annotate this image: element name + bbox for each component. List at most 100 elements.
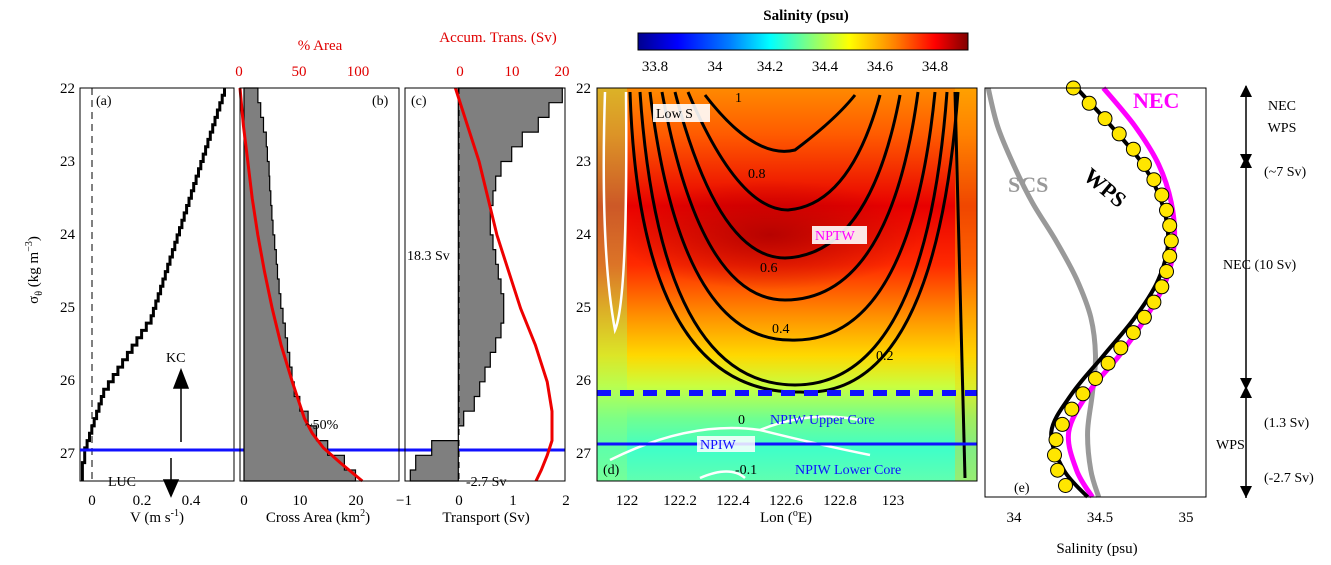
contour-label: 1 (735, 91, 742, 106)
panel-d-frame (596, 87, 978, 482)
contour-line (686, 91, 882, 212)
transport-label: (-2.7 Sv) (1264, 471, 1314, 486)
top-tick-label: 10 (505, 64, 520, 80)
contour-line (759, 415, 861, 432)
salinity-marker (1075, 386, 1091, 402)
accum-transport-line (453, 87, 554, 482)
panel-label: (a) (96, 94, 112, 109)
region-label: WPS (1268, 121, 1297, 136)
y-axis: 22 23 24 25 26 27 σθ (kg m−3) (24, 81, 76, 462)
panel-e-frame (984, 87, 1207, 498)
x-tick-label: 0 (455, 493, 463, 509)
colorbar-gradient (637, 32, 969, 51)
percent-area-line (238, 87, 364, 483)
x-tick-label: 122 (616, 493, 639, 509)
low-s-label: Low S (656, 107, 693, 122)
salinity-marker (1136, 309, 1152, 325)
colorbar-tick-label: 34.2 (757, 59, 783, 75)
panel-b: (b) ~50% 0 10 20 0 50 100 % Area Cross A… (235, 38, 400, 526)
salinity-marker (1125, 141, 1141, 157)
salinity-marker (1088, 371, 1103, 386)
arrow-head (1240, 378, 1252, 390)
colorbar-tick-label: 33.8 (642, 59, 668, 75)
nptw-box (812, 226, 867, 244)
x-tick-label: 122.8 (823, 493, 857, 509)
colorbar: Salinity (psu) 33.8 34 34.2 34.4 34.6 34… (637, 8, 969, 75)
x-tick-label: 35 (1179, 510, 1194, 526)
salinity-marker (1100, 355, 1116, 371)
region-label: NEC (1268, 99, 1296, 114)
panel-label: (d) (603, 463, 620, 478)
y-tick-label: 27 (60, 446, 76, 462)
contour-line (648, 91, 937, 342)
x-tick-label: 20 (349, 493, 364, 509)
y-tick-label: 25 (576, 300, 591, 316)
transport-label: (1.3 Sv) (1264, 416, 1309, 431)
panel-c-frame (404, 87, 566, 482)
arrow-head (1240, 486, 1252, 498)
velocity-stairs-line (80, 88, 226, 481)
y-tick-label: 22 (60, 81, 75, 97)
colorbar-tick-label: 34.8 (922, 59, 948, 75)
luc-transport-label: -2.7 Sv (466, 475, 506, 490)
luc-label: LUC (108, 475, 136, 490)
wps-curve-label: WPS (1079, 163, 1132, 213)
colorbar-title: Salinity (psu) (763, 8, 848, 24)
marker-group (1047, 80, 1179, 493)
salinity-marker (1048, 432, 1064, 448)
salinity-marker (1054, 416, 1070, 432)
y-tick-label: 24 (60, 227, 76, 243)
arrow-head (1240, 386, 1252, 398)
upper-core-label: NPIW Upper Core (770, 413, 875, 428)
salinity-marker (1154, 279, 1170, 295)
top-tick-label: 100 (347, 64, 370, 80)
luc-arrow (162, 458, 180, 498)
x-tick-label: −1 (396, 493, 412, 509)
region-label: NEC (10 Sv) (1223, 258, 1296, 273)
x-axis-title: Lon (oE) (760, 508, 812, 526)
contour-line (699, 470, 746, 480)
y-tick-label: 25 (60, 300, 75, 316)
arrow-head (1240, 156, 1252, 168)
y-tick-label: 23 (576, 154, 591, 170)
y-tick-label: 27 (576, 446, 592, 462)
salinity-marker (1162, 248, 1178, 264)
contour-line (638, 91, 949, 387)
contour-line (628, 91, 960, 394)
scs-curve-label: SCS (1008, 172, 1048, 197)
panel-e: NEC WPS SCS (e) 34 34.5 35 Salinity (psu… (984, 80, 1207, 557)
salinity-marker (1136, 156, 1152, 172)
x-tick-label: 0.2 (133, 493, 152, 509)
y-tick-label: 24 (576, 227, 592, 243)
right-annotations: NEC WPS (~7 Sv) NEC (10 Sv) (1.3 Sv) WPS… (1216, 85, 1314, 498)
panel-d: 1 0.8 0.6 0.4 0.2 0 -0.1 Low S NPTW NPIW… (576, 81, 978, 526)
contour-label: 0.8 (748, 167, 766, 182)
y-tick-label: 23 (60, 154, 75, 170)
contour-label: 0.2 (876, 349, 894, 364)
top-tick-label: 50 (292, 64, 307, 80)
contour-label: 0 (738, 413, 745, 428)
x-tick-label: 34.5 (1087, 510, 1113, 526)
salinity-marker (1162, 218, 1178, 234)
top-tick-label: 0 (235, 64, 243, 80)
x-axis-title: Cross Area (km2) (266, 508, 370, 526)
panel-a-frame (79, 87, 235, 482)
transport-contours (628, 91, 967, 479)
transport-bars (409, 87, 563, 482)
salinity-marker (1047, 447, 1062, 463)
x-tick-label: 0.4 (182, 493, 201, 509)
salinity-marker (1113, 340, 1129, 356)
top-tick-label: 20 (555, 64, 570, 80)
salinity-marker (1097, 111, 1113, 127)
top-axis-title: Accum. Trans. (Sv) (439, 30, 557, 46)
kc-arrow (172, 367, 190, 442)
transport-label: (~7 Sv) (1264, 165, 1307, 180)
salinity-marker (1154, 187, 1170, 203)
nec-curve-label: NEC (1133, 88, 1179, 113)
salinity-east-edge (955, 88, 977, 481)
colorbar-tick-label: 34.4 (812, 59, 839, 75)
contour-line (660, 91, 920, 302)
x-tick-label: 10 (293, 493, 308, 509)
npiw-box (697, 436, 755, 452)
